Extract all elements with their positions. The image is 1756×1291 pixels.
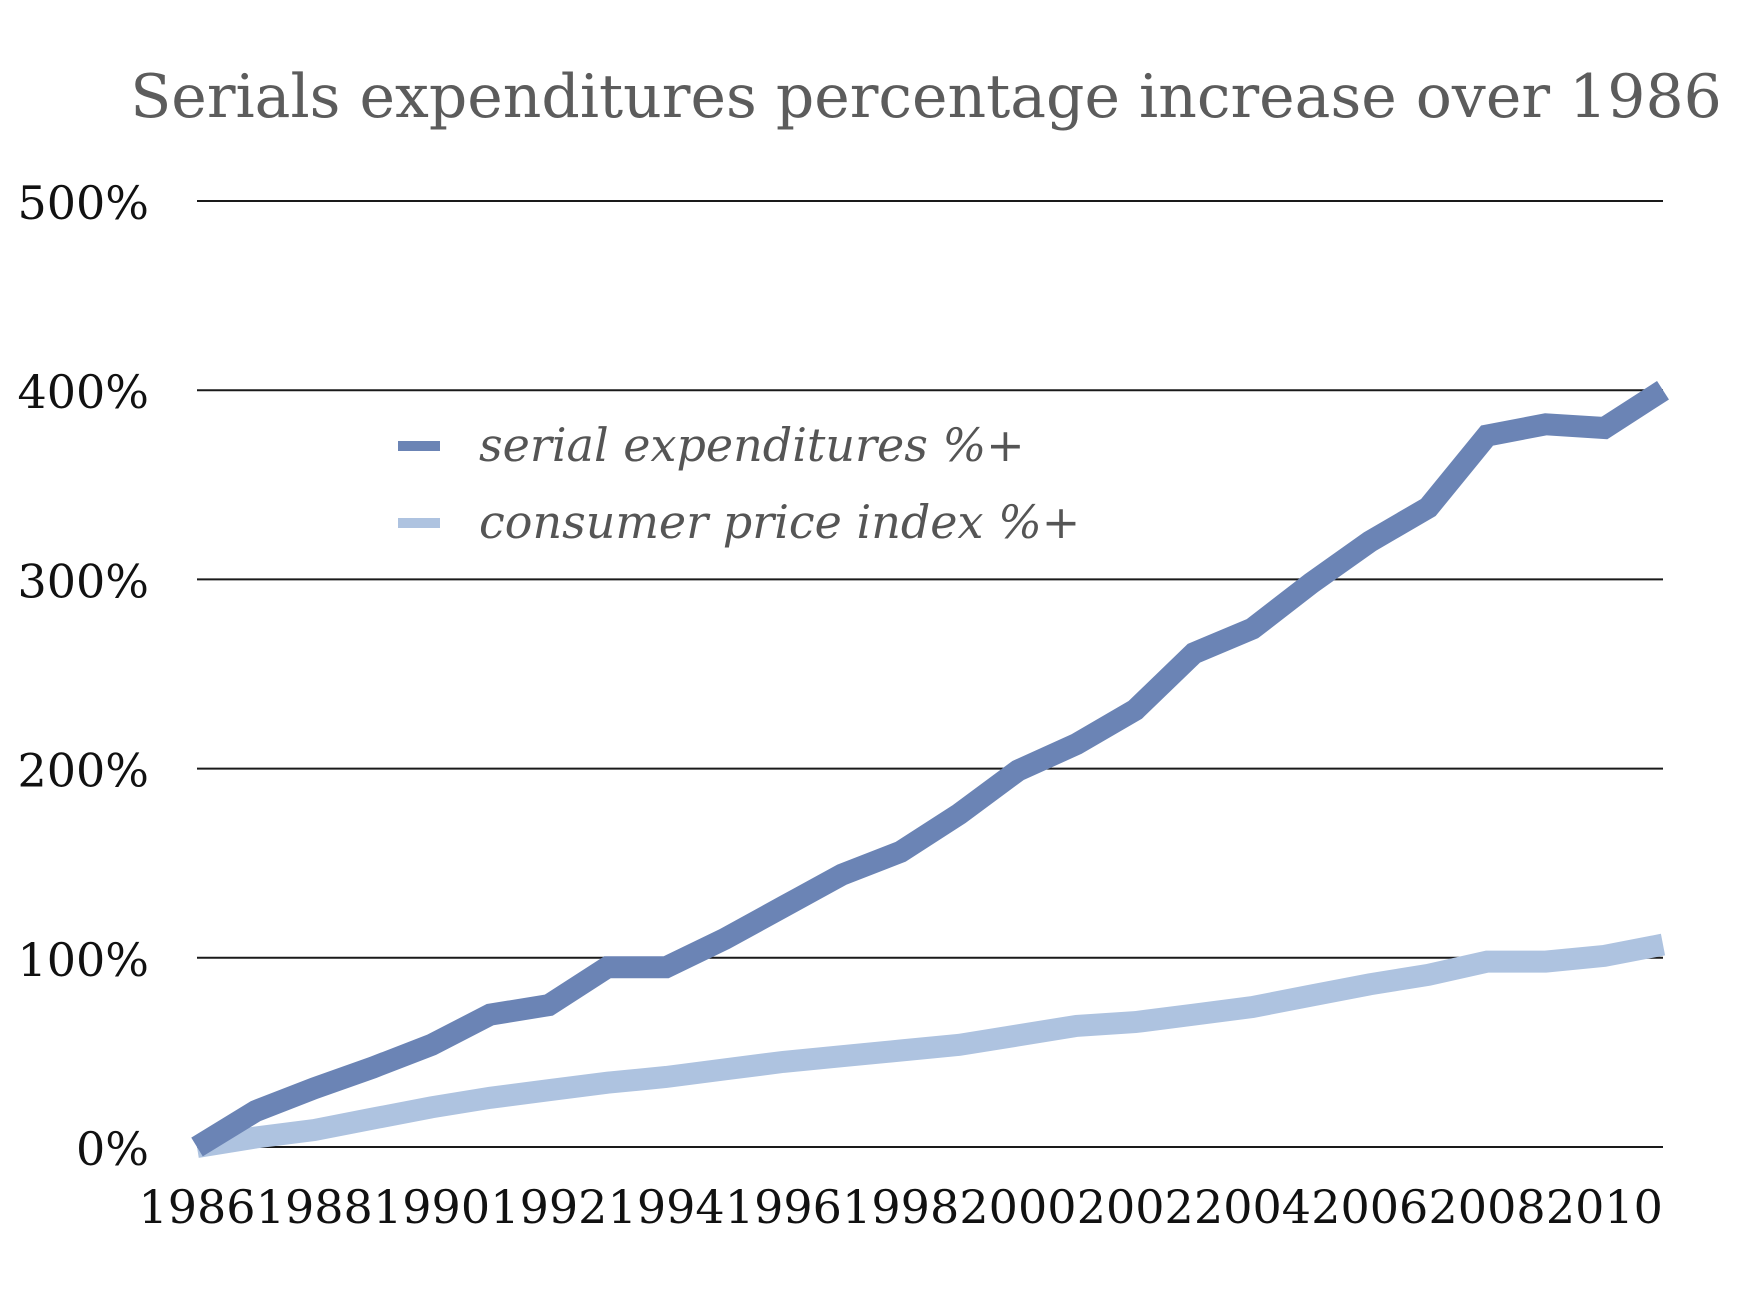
x-tick-label: 1992	[490, 1180, 607, 1234]
x-tick-label: 2000	[959, 1180, 1076, 1234]
x-tick-label: 1988	[256, 1180, 373, 1234]
x-tick-label: 1998	[842, 1180, 959, 1234]
x-tick-label: 1996	[725, 1180, 842, 1234]
series-line-consumer-price-index	[195, 933, 1666, 1158]
legend: serial expenditures %+ consumer price ind…	[398, 418, 1080, 549]
y-tick-label: 400%	[17, 365, 149, 419]
x-tick-label: 1990	[373, 1180, 490, 1234]
x-axis-tick-labels: 1986 1988 1990 1992 1994 1996 1998 2000 2002 2004…	[138, 1180, 1662, 1234]
gridlines	[197, 200, 1663, 1148]
x-tick-label: 2002	[1077, 1180, 1194, 1234]
series-lines	[191, 380, 1669, 1158]
chart-title: Serials expenditures percentage increase…	[130, 62, 1722, 132]
x-tick-label: 1986	[138, 1180, 255, 1234]
y-axis-tick-labels: 0% 100% 200% 300% 400% 500%	[17, 176, 149, 1176]
y-tick-label: 300%	[17, 554, 149, 608]
series-line-serial-expenditures	[191, 380, 1669, 1157]
legend-label: consumer price index %+	[479, 495, 1080, 549]
y-tick-label: 0%	[76, 1122, 149, 1176]
legend-label: serial expenditures %+	[479, 418, 1025, 472]
x-tick-label: 2010	[1546, 1180, 1663, 1234]
y-tick-label: 200%	[17, 744, 149, 798]
y-tick-label: 100%	[17, 933, 149, 987]
x-tick-label: 2004	[1194, 1180, 1311, 1234]
x-tick-label: 2008	[1429, 1180, 1546, 1234]
x-tick-label: 2006	[1311, 1180, 1428, 1234]
x-tick-label: 1994	[608, 1180, 725, 1234]
y-tick-label: 500%	[17, 176, 149, 230]
